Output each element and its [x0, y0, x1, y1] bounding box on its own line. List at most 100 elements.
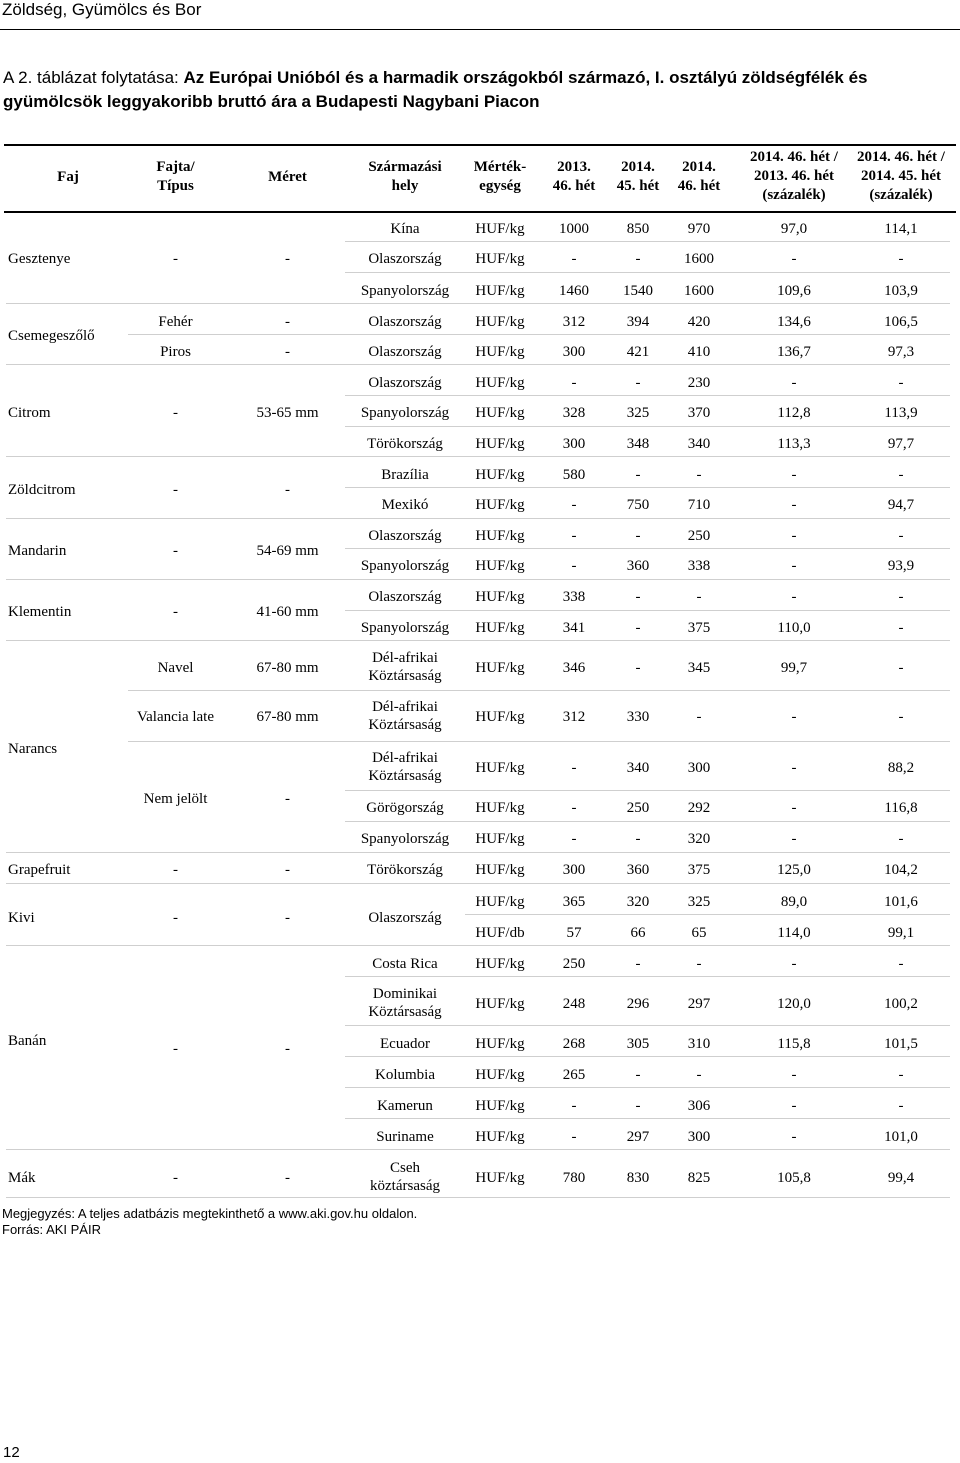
value-cell: 345: [687, 660, 711, 676]
unit-cell: HUF/kg: [475, 221, 525, 237]
unit-cell: HUF/kg: [475, 1036, 525, 1052]
faj-cell: Mák: [8, 1170, 36, 1186]
row-separator: [345, 976, 950, 977]
meret-cell: -: [285, 862, 290, 878]
hely-cell: Suriname: [376, 1129, 434, 1145]
row-separator: [6, 640, 950, 641]
caption-prefix: A 2. táblázat folytatása:: [3, 68, 184, 87]
value-cell: 114,0: [777, 925, 811, 941]
unit-cell: HUF/kg: [475, 831, 525, 847]
value-cell: -: [571, 1098, 577, 1114]
meret-cell: 53-65 mm: [256, 405, 319, 421]
row-separator: [345, 1087, 950, 1088]
value-cell: -: [571, 497, 577, 513]
value-cell: -: [898, 956, 904, 972]
value-cell: 101,5: [884, 1036, 918, 1052]
faj-cell: Csemegeszőlő: [8, 328, 95, 344]
value-cell: 101,0: [884, 1129, 918, 1145]
unit-cell: HUF/kg: [475, 497, 525, 513]
fajta-cell: -: [173, 1170, 178, 1186]
value-cell: 297: [687, 996, 711, 1012]
row-separator: [345, 1025, 950, 1026]
hely-cell: Olaszország: [368, 589, 442, 605]
fajta-cell: -: [173, 910, 178, 926]
fajta-cell: Navel: [157, 660, 194, 676]
fajta-cell: -: [173, 543, 178, 559]
value-cell: 114,1: [884, 221, 918, 237]
value-cell: 134,6: [777, 314, 811, 330]
hely-cell: Ecuador: [380, 1036, 430, 1052]
unit-cell: HUF/kg: [475, 405, 525, 421]
value-cell: 325: [626, 405, 650, 421]
faj-cell: Banán: [8, 1033, 47, 1049]
unit-cell: HUF/kg: [475, 558, 525, 574]
unit-cell: HUF/kg: [475, 344, 525, 360]
hely-cell: Kolumbia: [375, 1067, 435, 1083]
page-number: 12: [3, 1444, 20, 1461]
row-separator: [345, 395, 950, 396]
hely-cell: Cseh köztársaság: [370, 1160, 440, 1194]
row-separator: [128, 334, 950, 335]
value-cell: -: [898, 831, 904, 847]
fajta-cell: -: [173, 604, 178, 620]
value-cell: 230: [687, 375, 711, 391]
hely-cell: Spanyolország: [360, 620, 450, 636]
value-cell: 115,8: [777, 1036, 811, 1052]
value-cell: 300: [562, 862, 586, 878]
value-cell: -: [791, 589, 797, 605]
value-cell: -: [635, 831, 641, 847]
value-cell: -: [635, 956, 641, 972]
row-separator: [345, 426, 950, 427]
value-cell: -: [635, 528, 641, 544]
hely-cell: Spanyolország: [360, 283, 450, 299]
value-cell: -: [898, 528, 904, 544]
value-cell: -: [791, 709, 797, 725]
value-cell: 850: [626, 221, 650, 237]
row-separator: [345, 1056, 950, 1057]
unit-cell: HUF/kg: [475, 314, 525, 330]
value-cell: 109,6: [777, 283, 811, 299]
value-cell: -: [898, 1098, 904, 1114]
value-cell: 97,3: [887, 344, 915, 360]
value-cell: 101,6: [884, 894, 918, 910]
table-header-rule: [4, 211, 956, 213]
hely-cell: Brazília: [381, 467, 429, 483]
value-cell: -: [791, 497, 797, 513]
hely-cell: Dél-afrikai Köztársaság: [368, 750, 442, 784]
fajta-cell: -: [173, 405, 178, 421]
value-cell: -: [635, 660, 641, 676]
row-separator: [128, 690, 950, 691]
value-cell: 99,7: [780, 660, 808, 676]
faj-cell: Citrom: [8, 405, 51, 421]
value-cell: 265: [562, 1067, 586, 1083]
faj-cell: Klementin: [8, 604, 72, 620]
fajta-cell: Fehér: [158, 314, 193, 330]
value-cell: 93,9: [887, 558, 915, 574]
row-separator: [6, 945, 950, 946]
value-cell: 310: [687, 1036, 711, 1052]
col-pct-2014-header: 2014. 46. hét /2014. 45. hét (százalék): [857, 149, 945, 203]
hely-cell: Törökország: [367, 862, 443, 878]
col-2014-46-header: 2014. 46. hét: [677, 159, 721, 194]
row-separator: [345, 1118, 950, 1119]
fajta-cell: Nem jelölt: [143, 791, 208, 807]
value-cell: 346: [562, 660, 586, 676]
value-cell: 328: [562, 405, 586, 421]
hely-cell: Spanyolország: [360, 405, 450, 421]
value-cell: 248: [562, 996, 586, 1012]
fajta-cell: Valancia late: [136, 709, 215, 725]
value-cell: 360: [626, 558, 650, 574]
fajta-cell: Piros: [160, 344, 191, 360]
value-cell: -: [791, 1098, 797, 1114]
value-cell: 312: [562, 314, 586, 330]
unit-cell: HUF/kg: [475, 375, 525, 391]
row-separator: [345, 548, 950, 549]
unit-cell: HUF/kg: [475, 862, 525, 878]
value-cell: 341: [562, 620, 586, 636]
meret-cell: 67-80 mm: [256, 660, 319, 676]
value-cell: 113,3: [777, 436, 811, 452]
hely-cell: Kína: [390, 221, 420, 237]
meret-cell: -: [285, 910, 290, 926]
meret-cell: -: [285, 482, 290, 498]
value-cell: 305: [626, 1036, 650, 1052]
